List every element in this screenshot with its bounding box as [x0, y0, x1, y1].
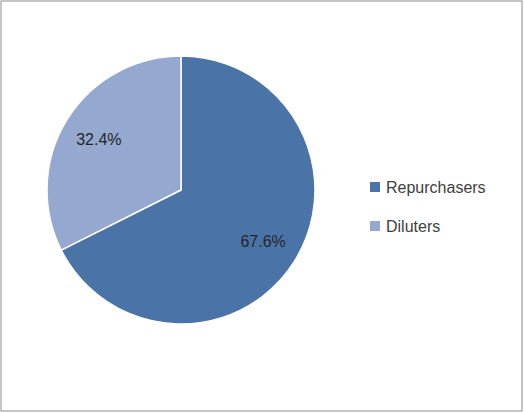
legend-label: Repurchasers [386, 179, 486, 196]
frame [1, 1, 522, 411]
chart: 67.6% 32.4% Repurchasers Diluters [0, 0, 524, 413]
slices [47, 56, 315, 324]
legend-swatch [370, 221, 380, 231]
legend-swatch [370, 182, 380, 192]
legend-label: Diluters [386, 218, 440, 235]
data-label: 32.4% [76, 131, 121, 148]
slice [47, 56, 181, 250]
legend: Repurchasers Diluters [370, 179, 486, 235]
data-label: 67.6% [240, 233, 285, 250]
